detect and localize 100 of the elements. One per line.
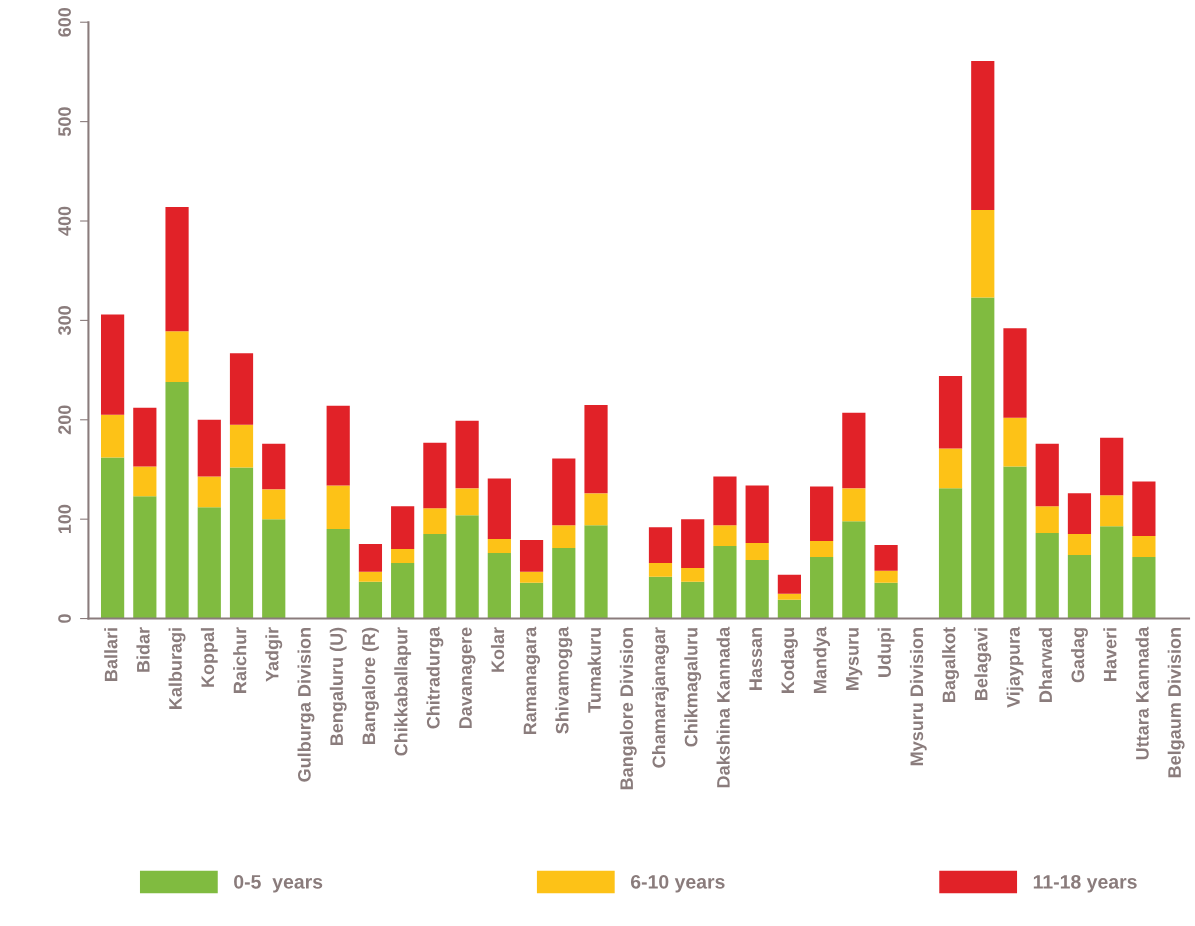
bar bbox=[423, 534, 447, 619]
bar bbox=[229, 353, 254, 425]
bar bbox=[1035, 533, 1059, 619]
bar bbox=[197, 507, 221, 619]
bar bbox=[938, 488, 963, 619]
bar bbox=[519, 571, 544, 583]
y-tick-label: 0 bbox=[58, 614, 71, 623]
bar bbox=[262, 489, 286, 520]
x-tick-label: Chitradurga bbox=[426, 626, 444, 729]
x-tick-label: Bangalore Division bbox=[619, 628, 637, 790]
x-tick-label: Tumakuru bbox=[587, 628, 601, 713]
bar bbox=[810, 541, 834, 557]
x-tick-label: Ballari bbox=[104, 628, 118, 681]
bar bbox=[842, 412, 866, 489]
x-tick-label: Bangalore (R) bbox=[361, 627, 379, 745]
bar bbox=[1132, 556, 1156, 619]
bar bbox=[423, 508, 447, 535]
x-tick-label: Raichur bbox=[233, 627, 247, 693]
bar bbox=[455, 515, 479, 619]
x-tick-label: Mysuru Division bbox=[909, 628, 927, 766]
bar bbox=[133, 496, 157, 619]
bar bbox=[197, 419, 221, 477]
y-tick-label: 600 bbox=[58, 7, 71, 37]
bar bbox=[133, 407, 157, 467]
legend-label: 11-18 years bbox=[1033, 874, 1137, 893]
bar bbox=[777, 599, 801, 619]
x-tick-label: Udupi bbox=[877, 628, 895, 677]
x-tick-label: Mandya bbox=[813, 626, 831, 693]
bar bbox=[713, 476, 737, 526]
bar bbox=[1067, 554, 1092, 619]
y-tick-label: 500 bbox=[58, 107, 71, 137]
bar bbox=[552, 548, 576, 619]
bar bbox=[648, 527, 673, 563]
bar bbox=[229, 467, 254, 619]
bar bbox=[648, 562, 673, 577]
bar bbox=[165, 207, 189, 332]
x-tick-label: Vijaypura bbox=[1006, 626, 1024, 708]
bar bbox=[1067, 534, 1092, 555]
bar bbox=[1100, 526, 1124, 619]
bar bbox=[1132, 481, 1156, 537]
bar bbox=[197, 476, 221, 508]
bar bbox=[552, 525, 576, 548]
bar bbox=[1003, 466, 1027, 619]
x-tick-label: Yadgir bbox=[265, 627, 283, 682]
x-tick-label: Chikmagaluru bbox=[684, 628, 702, 747]
y-tick-label: 100 bbox=[58, 504, 71, 534]
x-tick-label: Gadag bbox=[1070, 628, 1088, 683]
x-tick-label: Mysuru bbox=[846, 628, 863, 690]
bar bbox=[745, 485, 769, 544]
bar bbox=[455, 488, 479, 516]
x-tick-label: Haveri bbox=[1103, 628, 1117, 681]
y-tick-label: 200 bbox=[58, 405, 71, 435]
bar bbox=[745, 543, 769, 560]
bar bbox=[326, 405, 350, 486]
bar bbox=[455, 420, 479, 489]
bar bbox=[971, 60, 995, 211]
bar bbox=[681, 519, 705, 568]
bar bbox=[971, 297, 995, 619]
bar bbox=[713, 525, 737, 547]
bar bbox=[165, 382, 189, 619]
x-tick-label: Chamarajanagar bbox=[652, 627, 669, 768]
x-tick-label: Hassan bbox=[749, 628, 763, 690]
x-tick-label: Ramanagara bbox=[523, 626, 540, 735]
bar bbox=[1003, 328, 1027, 418]
x-tick-label: Bagalkot bbox=[942, 627, 959, 702]
bar bbox=[262, 443, 286, 490]
bar bbox=[358, 581, 383, 619]
legend-label: 0-5 years bbox=[234, 874, 323, 893]
x-tick-label: Gulburga Division bbox=[297, 628, 315, 782]
bar bbox=[938, 376, 963, 449]
y-tick-label: 300 bbox=[58, 306, 71, 336]
bar bbox=[713, 546, 737, 619]
bar bbox=[326, 485, 350, 530]
bar bbox=[810, 486, 834, 542]
bar bbox=[874, 545, 898, 571]
bar bbox=[777, 574, 801, 594]
bar bbox=[552, 458, 576, 526]
bar bbox=[101, 457, 125, 619]
bar bbox=[391, 506, 415, 549]
bar bbox=[777, 593, 801, 600]
bar bbox=[358, 571, 383, 582]
bar bbox=[487, 539, 511, 553]
x-tick-label: Dharwad bbox=[1038, 628, 1053, 702]
bar bbox=[101, 414, 125, 458]
bar bbox=[584, 404, 608, 494]
bar bbox=[391, 548, 415, 563]
bar bbox=[358, 544, 383, 572]
bar bbox=[842, 488, 866, 522]
bar bbox=[1035, 506, 1059, 534]
bar bbox=[1035, 443, 1059, 507]
bar bbox=[1132, 536, 1156, 557]
x-tick-label: Kolar bbox=[490, 627, 505, 672]
bar bbox=[229, 424, 254, 468]
bar bbox=[1003, 417, 1027, 467]
bar bbox=[648, 576, 673, 619]
bar bbox=[423, 442, 447, 509]
bar bbox=[487, 478, 511, 540]
bar bbox=[971, 210, 995, 298]
bar bbox=[842, 521, 866, 619]
bar bbox=[681, 567, 705, 582]
